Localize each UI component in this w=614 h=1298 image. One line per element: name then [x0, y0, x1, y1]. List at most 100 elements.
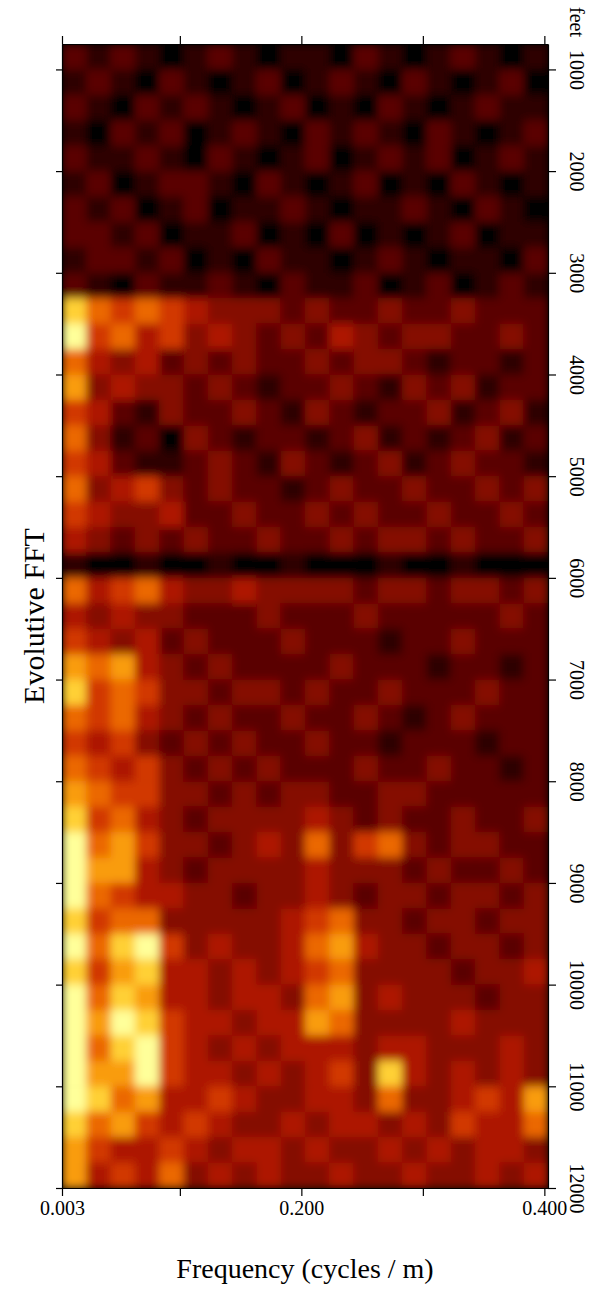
heatmap-cell: [159, 959, 184, 985]
heatmap-cell: [305, 374, 330, 400]
heatmap-cell: [427, 222, 452, 248]
heatmap-cell: [329, 578, 354, 604]
heatmap-cell: [499, 908, 524, 934]
heatmap-cell: [256, 476, 281, 502]
heatmap-cell: [135, 247, 160, 273]
heatmap-cell: [159, 1010, 184, 1036]
heatmap-cell: [427, 273, 452, 299]
heatmap-cell: [135, 552, 160, 578]
heatmap-cell: [475, 908, 500, 934]
heatmap-cell: [378, 247, 403, 273]
heatmap-cell: [378, 425, 403, 451]
tick-mark: [548, 273, 556, 274]
tick: 4000: [548, 355, 588, 395]
heatmap-cell: [402, 629, 427, 655]
heatmap-cell: [329, 374, 354, 400]
heatmap-cell: [354, 578, 379, 604]
heatmap-cell: [475, 502, 500, 528]
heatmap-cell: [402, 527, 427, 553]
heatmap-cell: [451, 832, 476, 858]
heatmap-cell: [499, 578, 524, 604]
heatmap-cell: [524, 298, 548, 324]
heatmap-cell: [232, 1035, 257, 1061]
heatmap-cell: [524, 680, 548, 706]
heatmap-cell: [184, 374, 209, 400]
heatmap-cell: [305, 349, 330, 375]
heatmap-cell: [354, 730, 379, 756]
heatmap-cell: [378, 1112, 403, 1138]
heatmap-cell: [499, 120, 524, 146]
heatmap-cell: [524, 552, 548, 578]
heatmap-cell: [499, 807, 524, 833]
heatmap-cell: [524, 578, 548, 604]
heatmap-cell: [135, 95, 160, 121]
heatmap-cell: [475, 527, 500, 553]
heatmap-cell: [135, 934, 160, 960]
heatmap-cell: [475, 552, 500, 578]
heatmap-cell: [524, 171, 548, 197]
heatmap-cell: [281, 44, 306, 70]
heatmap-cell: [256, 730, 281, 756]
heatmap-cell: [524, 1061, 548, 1087]
heatmap-cell: [281, 69, 306, 95]
heatmap-cell: [111, 1010, 136, 1036]
heatmap-cell: [111, 934, 136, 960]
heatmap-cell: [354, 247, 379, 273]
heatmap-cell: [378, 858, 403, 884]
heatmap-cell: [354, 654, 379, 680]
heatmap-cell: [111, 476, 136, 502]
heatmap-cell: [402, 1112, 427, 1138]
axis: [56, 45, 63, 1189]
heatmap-cell: [111, 222, 136, 248]
heatmap-cell: [354, 1112, 379, 1138]
heatmap-cell: [62, 69, 87, 95]
heatmap-cell: [378, 1137, 403, 1163]
heatmap-cell: [86, 552, 111, 578]
heatmap-cell: [499, 1061, 524, 1087]
heatmap-cell: [524, 908, 548, 934]
heatmap-cell: [499, 349, 524, 375]
heatmap-cell: [111, 680, 136, 706]
heatmap-cell: [135, 654, 160, 680]
heatmap-cell: [62, 95, 87, 121]
heatmap-cell: [232, 552, 257, 578]
heatmap-cell: [86, 680, 111, 706]
heatmap-cell: [86, 197, 111, 223]
heatmap-cell: [281, 171, 306, 197]
heatmap-cell: [329, 425, 354, 451]
heatmap-cell: [135, 44, 160, 70]
heatmap-cell: [62, 324, 87, 350]
heatmap-cell: [256, 654, 281, 680]
heatmap-cell: [329, 1137, 354, 1163]
heatmap-cell: [451, 69, 476, 95]
heatmap-cell: [354, 883, 379, 909]
heatmap-cell: [378, 807, 403, 833]
heatmap-cell: [256, 1112, 281, 1138]
heatmap-cell: [475, 781, 500, 807]
heatmap-cell: [256, 1086, 281, 1112]
heatmap-cell: [281, 807, 306, 833]
heatmap-cell: [86, 527, 111, 553]
heatmap-cell: [232, 807, 257, 833]
heatmap-cell: [86, 247, 111, 273]
heatmap-cell: [159, 476, 184, 502]
heatmap-cell: [354, 451, 379, 477]
tick-mark: [56, 1188, 62, 1189]
heatmap-cell: [427, 959, 452, 985]
heatmap-cell: [402, 502, 427, 528]
heatmap-cell: [184, 858, 209, 884]
heatmap-cell: [232, 1086, 257, 1112]
heatmap-cell: [159, 44, 184, 70]
heatmap-cell: [281, 95, 306, 121]
tick: [56, 680, 62, 681]
heatmap-cell: [354, 552, 379, 578]
heatmap-cell: [305, 425, 330, 451]
heatmap-cell: [256, 883, 281, 909]
tick: [56, 578, 62, 579]
heatmap-cell: [111, 527, 136, 553]
heatmap-cell: [86, 451, 111, 477]
tick-mark: [56, 883, 62, 884]
heatmap-cell: [135, 705, 160, 731]
heatmap-cell: [281, 832, 306, 858]
heatmap-cell: [111, 959, 136, 985]
